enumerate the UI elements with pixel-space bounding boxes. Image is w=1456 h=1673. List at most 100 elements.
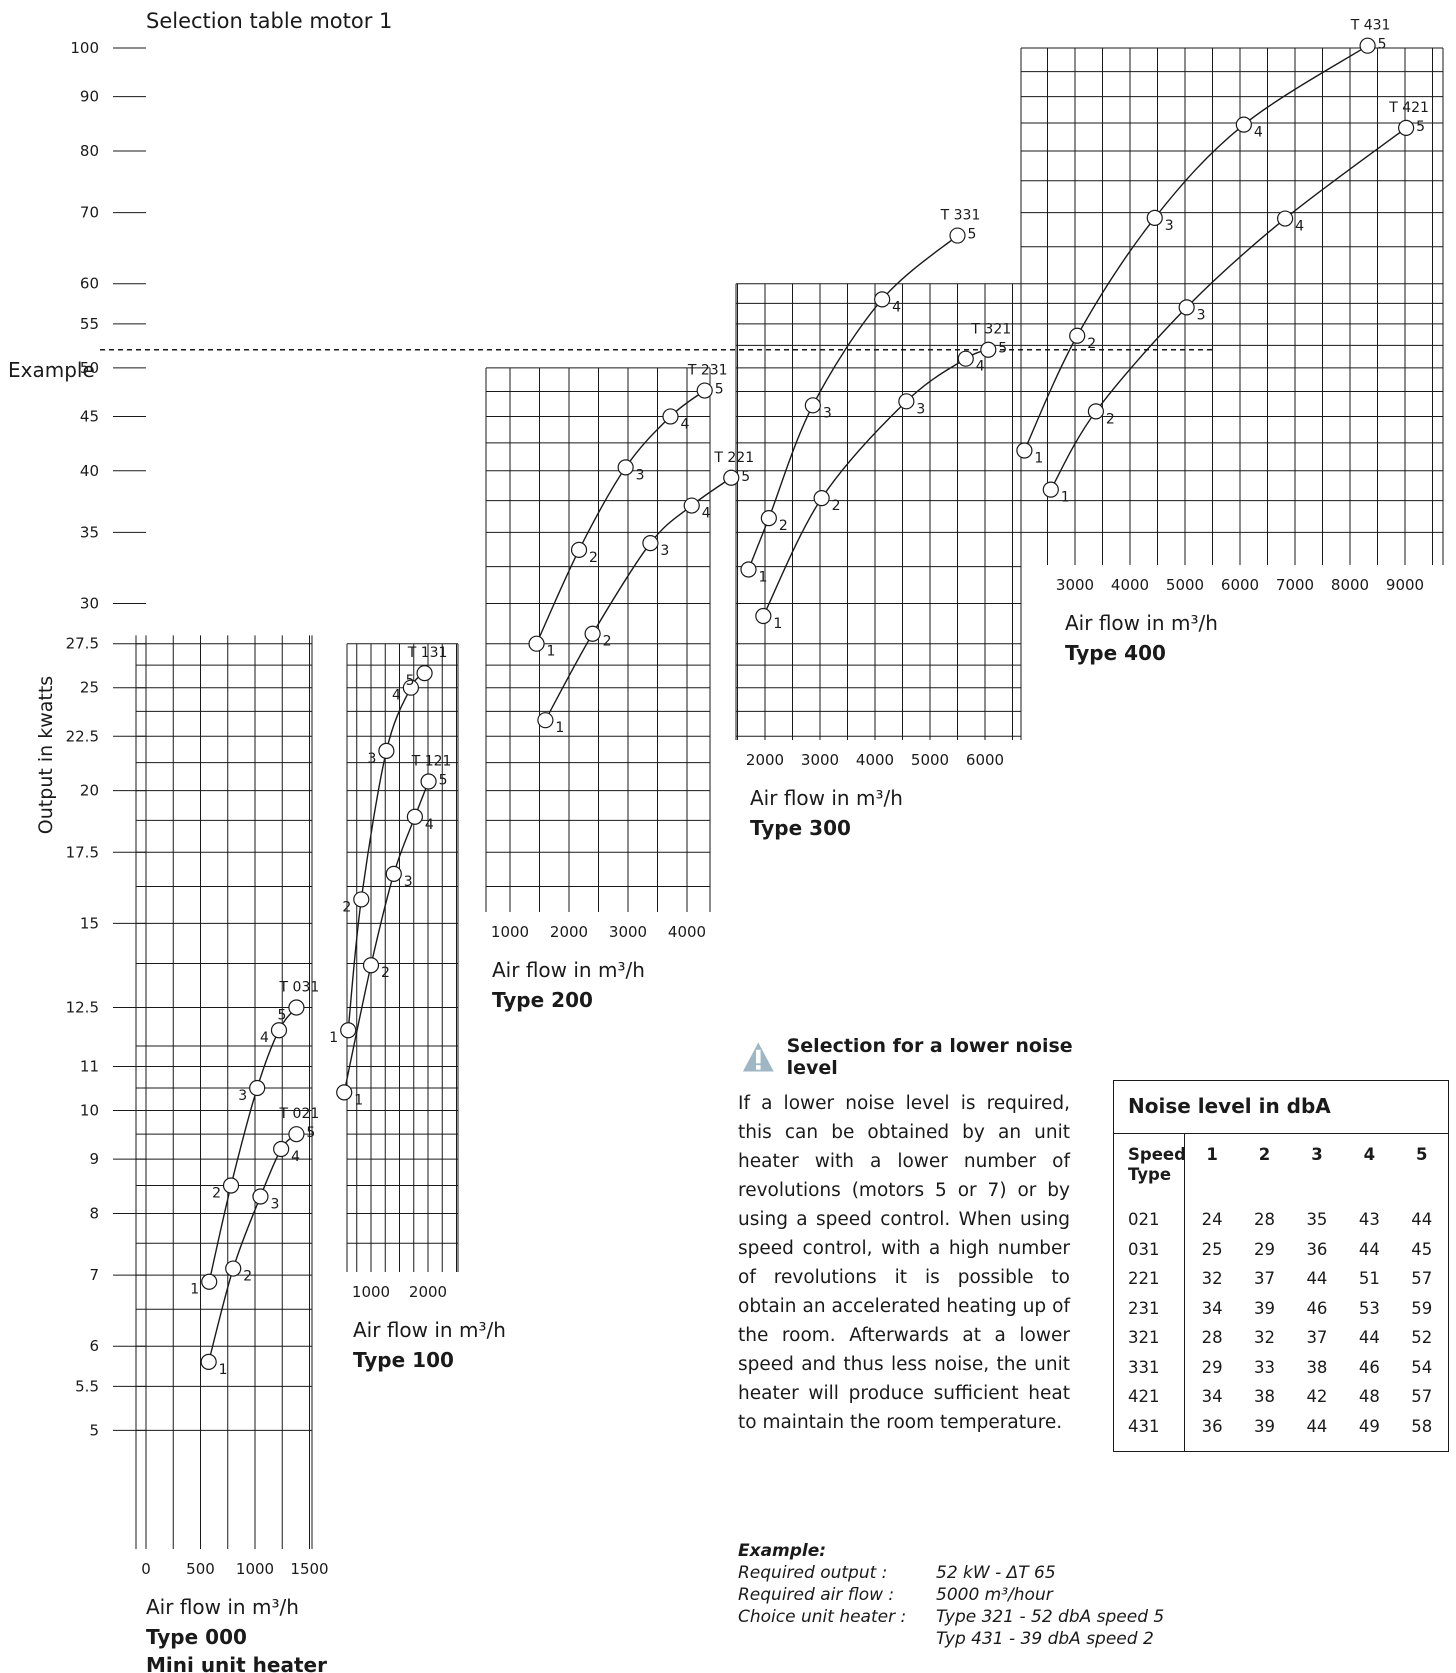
speed-column-header: 4 bbox=[1363, 1145, 1376, 1164]
speed-label: 2 bbox=[212, 1185, 221, 1201]
noise-value-cell: 44 bbox=[1358, 1239, 1380, 1259]
data-point bbox=[416, 665, 433, 682]
speed-type-header: Speed Type bbox=[1128, 1145, 1186, 1184]
speed-column-header: 3 bbox=[1311, 1145, 1323, 1164]
example-value: Typ 431 - 39 dbA speed 2 bbox=[936, 1629, 1154, 1649]
y-tick-label: 11 bbox=[80, 1058, 99, 1076]
data-point bbox=[537, 712, 554, 729]
table-row: 021 24 28 35 43 44 bbox=[1114, 1205, 1448, 1235]
x-axis-label: Air flow in m³/h bbox=[146, 1595, 299, 1619]
series-name-label: T 221 bbox=[713, 450, 754, 466]
table-row: 431 36 39 44 49 58 bbox=[1114, 1412, 1448, 1442]
noise-value-cell: 58 bbox=[1411, 1416, 1433, 1436]
speed-label: 2 bbox=[1087, 336, 1096, 352]
noise-value-cell: 42 bbox=[1306, 1387, 1328, 1407]
series-name-label: T 031 bbox=[279, 980, 320, 996]
x-tick-label: 1000 bbox=[352, 1283, 390, 1301]
x-tick-label: 2000 bbox=[746, 751, 784, 769]
example-block: Example: Required output :52 kW - ΔT 65 R… bbox=[738, 1540, 1164, 1650]
y-tick-label: 9 bbox=[89, 1150, 99, 1168]
speed-label: 3 bbox=[636, 467, 645, 483]
noise-value-cell: 53 bbox=[1358, 1298, 1380, 1318]
speed-column-header: 5 bbox=[1416, 1145, 1428, 1164]
example-row: Required air flow : 5000 m³/hour bbox=[738, 1584, 1164, 1606]
speed-label: 4 bbox=[892, 299, 901, 315]
speed-label: 3 bbox=[1197, 307, 1206, 323]
x-tick-label: 6000 bbox=[966, 751, 1004, 769]
speed-label: 1 bbox=[547, 644, 556, 660]
speed-label: 5 bbox=[1378, 37, 1387, 53]
speed-label: 5 bbox=[406, 673, 415, 689]
table-row: 231 34 39 46 53 59 bbox=[1114, 1294, 1448, 1324]
data-point bbox=[957, 350, 974, 367]
speed-label: 4 bbox=[260, 1030, 269, 1046]
x-tick-label: 3000 bbox=[609, 923, 647, 941]
y-tick-label: 45 bbox=[80, 407, 99, 425]
table-row: 031 25 29 36 44 45 bbox=[1114, 1235, 1448, 1265]
speed-label: 2 bbox=[832, 498, 841, 514]
notice-heading: Selection for a lower noise level bbox=[742, 1035, 1098, 1079]
noise-value-cell: 29 bbox=[1254, 1239, 1276, 1259]
noise-value-cell: 34 bbox=[1201, 1298, 1223, 1318]
data-point bbox=[662, 408, 679, 425]
x-tick-label: 3000 bbox=[801, 751, 839, 769]
type-cell: 031 bbox=[1128, 1239, 1160, 1259]
speed-label: 4 bbox=[1254, 125, 1263, 141]
noise-value-cell: 57 bbox=[1411, 1387, 1433, 1407]
data-point bbox=[225, 1260, 242, 1277]
noise-value-cell: 29 bbox=[1201, 1357, 1223, 1377]
example-title: Example: bbox=[738, 1541, 827, 1561]
speed-label: 2 bbox=[603, 634, 612, 650]
x-tick-label: 7000 bbox=[1276, 576, 1314, 594]
panel-type-label: Type 300 bbox=[750, 816, 851, 840]
noise-value-cell: 35 bbox=[1306, 1210, 1328, 1230]
x-tick-label: 3000 bbox=[1056, 576, 1094, 594]
data-point bbox=[804, 397, 821, 414]
speed-label: 2 bbox=[589, 550, 598, 566]
table-row: 221 32 37 44 51 57 bbox=[1114, 1264, 1448, 1294]
speed-label: 5 bbox=[306, 1125, 315, 1141]
data-point bbox=[1276, 210, 1294, 227]
type-cell: 021 bbox=[1128, 1210, 1160, 1230]
noise-value-cell: 28 bbox=[1254, 1210, 1276, 1230]
noise-value-cell: 44 bbox=[1306, 1269, 1328, 1289]
data-point bbox=[288, 1126, 305, 1143]
data-point bbox=[1397, 119, 1415, 137]
example-value: 5000 m³/hour bbox=[936, 1585, 1053, 1605]
x-axis-label: Air flow in m³/h bbox=[353, 1318, 506, 1342]
x-axis-label: Air flow in m³/h bbox=[1065, 611, 1218, 635]
data-point bbox=[385, 865, 402, 882]
noise-value-cell: 39 bbox=[1254, 1416, 1276, 1436]
speed-label: 4 bbox=[1295, 219, 1304, 235]
series-name-label: T 331 bbox=[940, 208, 981, 224]
speed-label: 3 bbox=[238, 1088, 247, 1104]
noise-value-cell: 49 bbox=[1358, 1416, 1380, 1436]
speed-column-header: 1 bbox=[1206, 1145, 1218, 1164]
noise-value-cell: 36 bbox=[1306, 1239, 1328, 1259]
table-row: 331 29 33 38 46 54 bbox=[1114, 1353, 1448, 1383]
series-line bbox=[207, 1133, 297, 1363]
speed-label: 2 bbox=[342, 899, 351, 915]
chart-title: Selection table motor 1 bbox=[146, 9, 392, 33]
noise-value-cell: 44 bbox=[1306, 1416, 1328, 1436]
noise-value-cell: 25 bbox=[1201, 1239, 1223, 1259]
data-point bbox=[755, 607, 772, 625]
example-row: Choice unit heater : Type 321 - 52 dbA sp… bbox=[738, 1606, 1164, 1628]
x-tick-label: 8000 bbox=[1331, 576, 1369, 594]
data-point bbox=[980, 341, 997, 358]
noise-value-cell: 43 bbox=[1358, 1210, 1380, 1230]
y-tick-label: 17.5 bbox=[66, 843, 99, 861]
y-tick-label: 40 bbox=[80, 462, 99, 480]
panel-type-label: Type 200 bbox=[492, 988, 593, 1012]
example-label: Example bbox=[8, 358, 95, 382]
noise-value-cell: 59 bbox=[1411, 1298, 1433, 1318]
example-key: Choice unit heater : bbox=[738, 1607, 907, 1627]
series-name-label: T 431 bbox=[1350, 18, 1391, 34]
noise-value-cell: 36 bbox=[1201, 1416, 1223, 1436]
y-tick-label: 70 bbox=[80, 204, 99, 222]
noise-value-cell: 44 bbox=[1411, 1210, 1433, 1230]
type-cell: 221 bbox=[1128, 1269, 1160, 1289]
